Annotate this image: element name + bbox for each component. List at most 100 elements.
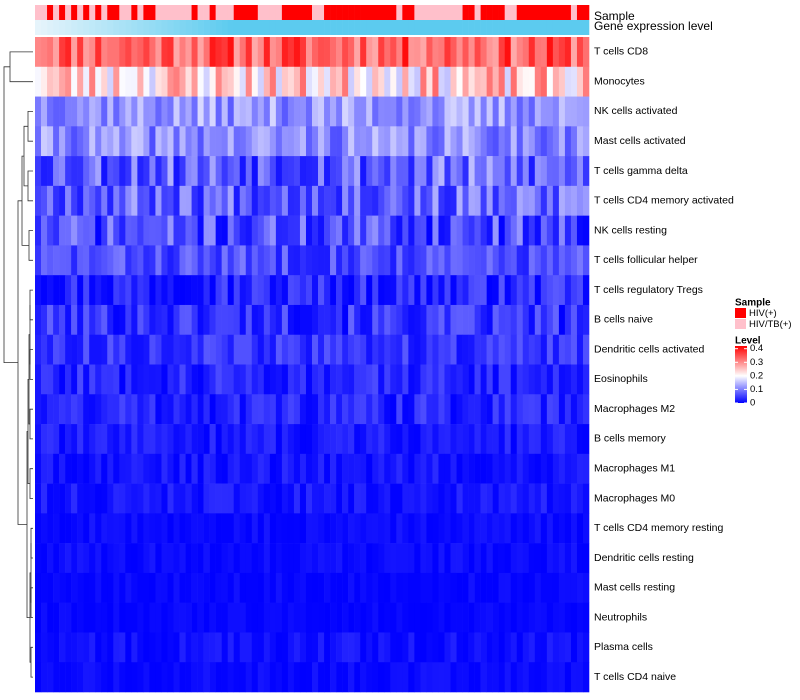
heatmap-cell [324, 394, 331, 425]
heatmap-cell [65, 66, 72, 97]
heatmap-cell [233, 185, 241, 216]
heatmap-cell [468, 662, 475, 693]
heatmap-cell [275, 483, 283, 514]
heatmap-cell [564, 543, 572, 574]
heatmap-cell [35, 334, 42, 365]
heatmap-cell [239, 632, 247, 663]
heatmap-cell [263, 572, 271, 603]
heatmap-cell [185, 394, 192, 425]
sample-annotation-cell [287, 5, 295, 20]
heatmap-cell [299, 215, 307, 246]
heatmap-cell [239, 304, 247, 336]
heatmap-cell [492, 304, 499, 336]
heatmap-cell [203, 156, 210, 187]
heatmap-cell [390, 96, 397, 127]
heatmap-cell [167, 424, 174, 455]
heatmap-cell [131, 632, 138, 663]
heatmap-cell [492, 513, 499, 544]
heatmap-cell [444, 66, 451, 97]
heatmap-cell [179, 394, 186, 425]
sample-annotation-cell [474, 5, 481, 20]
heatmap-cell [275, 662, 283, 693]
heatmap-cell [41, 275, 48, 306]
heatmap-cell [324, 513, 331, 544]
expression-level-cell [167, 20, 174, 35]
heatmap-cell [570, 156, 578, 187]
sample-annotation-cell [510, 5, 518, 20]
heatmap-cell [324, 126, 331, 157]
heatmap-cell [149, 304, 156, 336]
heatmap-cell [227, 364, 235, 395]
heatmap-cell [299, 394, 307, 425]
heatmap-cell [564, 602, 572, 633]
expression-level-cell [366, 20, 373, 35]
heatmap-cell [486, 424, 493, 455]
dendrogram-branch [29, 468, 33, 499]
heatmap-cell [546, 572, 554, 603]
heatmap-cell [209, 215, 216, 246]
heatmap-cell [336, 572, 343, 603]
heatmap-cell [239, 96, 247, 127]
heatmap-cell [522, 394, 530, 425]
heatmap-cell [414, 662, 421, 693]
heatmap-cell [41, 483, 48, 514]
heatmap-cell [402, 275, 409, 306]
heatmap-cell [438, 543, 445, 574]
heatmap-cell [456, 275, 463, 306]
heatmap-cell [528, 126, 536, 157]
expression-level-cell [239, 20, 247, 35]
heatmap-cell [402, 543, 409, 574]
heatmap-cell [65, 156, 72, 187]
heatmap-cell [336, 156, 343, 187]
heatmap-cell [354, 483, 361, 514]
heatmap-cell [149, 334, 156, 365]
heatmap-cell [59, 304, 66, 336]
heatmap-cell [558, 96, 566, 127]
heatmap-cell [95, 602, 102, 633]
dendrogram-branch [27, 170, 33, 202]
heatmap-cell [342, 215, 349, 246]
heatmap-cell [125, 275, 132, 306]
heatmap-cell [245, 572, 253, 603]
heatmap-cell [89, 364, 96, 395]
heatmap-cell [83, 543, 90, 574]
heatmap-cell [155, 513, 162, 544]
heatmap-cell [564, 185, 572, 216]
heatmap-cell [492, 572, 499, 603]
heatmap-cell [432, 96, 439, 127]
heatmap-cell [305, 66, 313, 97]
heatmap-cell [396, 304, 403, 336]
heatmap-cell [426, 513, 433, 544]
heatmap-cell [528, 304, 536, 336]
heatmap-cell [161, 543, 168, 574]
heatmap-cell [239, 185, 247, 216]
heatmap-cell [275, 364, 283, 395]
heatmap-cell [275, 185, 283, 216]
heatmap-cell [402, 602, 409, 633]
heatmap-cell [408, 215, 415, 246]
heatmap-cell [528, 602, 536, 633]
heatmap-cell [83, 275, 90, 306]
heatmap-cell [47, 275, 54, 306]
heatmap-cell [215, 453, 222, 484]
heatmap-cell [197, 185, 204, 216]
heatmap-cell [444, 572, 451, 603]
legend-level-title: Level [735, 336, 761, 347]
heatmap-cell [390, 424, 397, 455]
heatmap-cell [570, 364, 578, 395]
heatmap-cell [287, 662, 295, 693]
heatmap-cell [191, 126, 198, 157]
heatmap-cell [131, 37, 138, 68]
row-label: T cells CD4 memory resting [594, 522, 723, 534]
heatmap-cell [191, 543, 198, 574]
heatmap-cell [59, 156, 66, 187]
heatmap-cell [546, 453, 554, 484]
heatmap-cell [534, 304, 542, 336]
expression-level-cell [107, 20, 114, 35]
heatmap-cell [534, 215, 542, 246]
sample-annotation-cell [257, 5, 265, 20]
heatmap-cell [215, 483, 222, 514]
heatmap-cell [498, 156, 505, 187]
heatmap-cell [215, 185, 222, 216]
heatmap-cell [426, 215, 433, 246]
